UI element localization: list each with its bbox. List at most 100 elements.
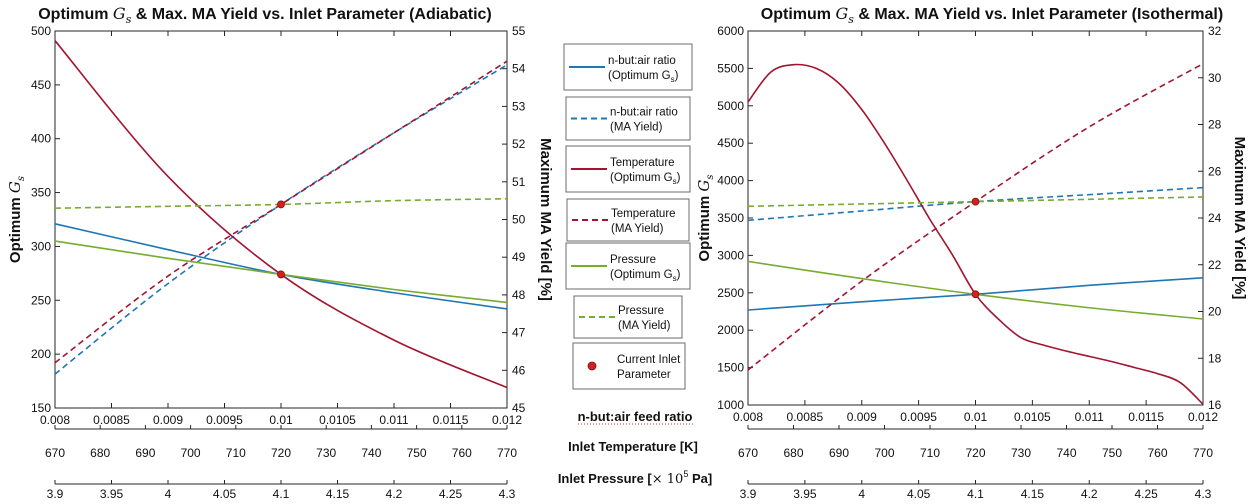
- legend: n-but:air ratio(Optimum Gs)n-but:air rat…: [563, 43, 693, 390]
- legend-text-line2: (MA Yield): [611, 223, 664, 235]
- y-left-tick-label: 250: [31, 293, 51, 307]
- pressure-tick-label: 4.15: [1021, 487, 1045, 501]
- y-left-tick-label: 5000: [717, 99, 744, 113]
- series-line: [54, 64, 508, 375]
- temperature-tick-label: 710: [226, 446, 246, 460]
- series-line: [54, 223, 508, 310]
- y-right-tick-label: 52: [512, 137, 526, 151]
- legend-text-part: ): [675, 70, 679, 82]
- y-right-tick-label: 45: [512, 401, 526, 415]
- y-left-label-part: s: [16, 176, 27, 181]
- legend-item: n-but:air ratio (MA Yield): [565, 96, 691, 141]
- y-right-tick-label: 48: [512, 288, 526, 302]
- title-part: Optimum: [761, 6, 836, 23]
- legend-text-line2: (Optimum Gs): [610, 172, 681, 186]
- current-inlet-point: [971, 197, 980, 206]
- y-left-tick-label: 6000: [717, 24, 744, 38]
- xlabel-temperature: Inlet Temperature [K]: [568, 439, 698, 454]
- x-tick-label: 0.0085: [787, 410, 824, 424]
- y-left-tick-label: 4000: [717, 174, 744, 188]
- y-right-tick-label: 18: [1208, 351, 1222, 365]
- y-right-tick-label: 28: [1208, 118, 1222, 132]
- y-left-tick-label: 4500: [717, 136, 744, 150]
- legend-text-line2: (MA Yield): [618, 320, 671, 332]
- x-tick-label: 0.012: [492, 413, 522, 427]
- x-tick-label: 0.0095: [900, 410, 937, 424]
- x-tick-label: 0.01: [964, 410, 988, 424]
- y-left-label-part: G: [6, 181, 24, 193]
- legend-text-part: (Optimum G: [610, 172, 673, 184]
- series-line: [747, 260, 1204, 320]
- legend-item: Pressure (Optimum Gs): [565, 242, 691, 290]
- y-left-tick-label: 300: [31, 239, 51, 253]
- x-tick-label: 0.0085: [93, 413, 130, 427]
- legend-text-line2: (Optimum Gs): [608, 70, 679, 84]
- temperature-tick-label: 770: [497, 446, 517, 460]
- pressure-tick-label: 3.9: [740, 487, 757, 501]
- pressure-tick-label: 4: [165, 487, 172, 501]
- pressure-tick-label: 4.25: [439, 487, 463, 501]
- temperature-tick-label: 690: [135, 446, 155, 460]
- plot-frame: [747, 30, 1204, 406]
- legend-text-sub: s: [673, 177, 677, 186]
- legend-text-part: ): [677, 269, 681, 281]
- y-right-label: Maximum MA Yield [%]: [1231, 137, 1248, 300]
- y-left-tick-label: 500: [31, 24, 51, 38]
- y-right-tick-label: 51: [512, 175, 526, 189]
- y-right-tick-label: 22: [1208, 258, 1222, 272]
- y-left-tick-label: 400: [31, 132, 51, 146]
- adiabatic-chart: Optimum Gs & Max. MA Yield vs. Inlet Par…: [6, 4, 554, 501]
- series-line: [54, 197, 508, 209]
- series-line: [54, 60, 508, 364]
- legend-item: Pressure (MA Yield): [573, 295, 683, 339]
- title-part: s: [126, 13, 132, 26]
- legend-text-line2: (Optimum Gs): [610, 269, 681, 283]
- temperature-tick-label: 730: [316, 446, 336, 460]
- x-tick-label: 0.009: [847, 410, 877, 424]
- temperature-tick-label: 770: [1193, 446, 1213, 460]
- pressure-tick-label: 4.1: [967, 487, 984, 501]
- x-tick-label: 0.0095: [206, 413, 243, 427]
- legend-text-line1: Pressure: [610, 254, 656, 266]
- temperature-tick-label: 690: [829, 446, 849, 460]
- x-tick-label: 0.0115: [433, 413, 469, 427]
- pressure-tick-label: 4.25: [1134, 487, 1158, 501]
- current-inlet-point: [277, 200, 285, 209]
- temperature-tick-label: 680: [783, 446, 803, 460]
- series-line: [747, 63, 1204, 371]
- shared-axis-labels: n-but:air feed ratio Inlet Temperature […: [558, 409, 712, 487]
- legend-text-line1: Temperature: [610, 157, 675, 169]
- temperature-tick-label: 740: [361, 446, 381, 460]
- temperature-tick-label: 700: [874, 446, 894, 460]
- series-line: [747, 186, 1204, 222]
- pressure-tick-label: 4.05: [213, 487, 237, 501]
- y-right-tick-label: 47: [512, 326, 526, 340]
- y-left-label-part: G: [695, 180, 713, 192]
- y-left-tick-label: 450: [31, 78, 51, 92]
- pressure-tick-label: 3.95: [793, 487, 817, 501]
- temperature-tick-label: 750: [1102, 446, 1122, 460]
- x-tick-label: 0.0105: [1014, 410, 1051, 424]
- title-part: & Max. MA Yield vs. Inlet Parameter (Iso…: [854, 6, 1223, 23]
- y-left-tick-label: 3500: [717, 211, 744, 225]
- y-right-tick-label: 55: [512, 24, 526, 38]
- temperature-tick-label: 670: [738, 446, 758, 460]
- x-tick-label: 0.012: [1188, 410, 1218, 424]
- title-part: Optimum: [38, 6, 113, 23]
- temperature-tick-label: 740: [1056, 446, 1076, 460]
- y-right-tick-label: 53: [512, 99, 526, 113]
- x-tick-label: 0.01: [269, 413, 293, 427]
- y-right-tick-label: 24: [1208, 211, 1222, 225]
- y-left-label: Optimum Gs: [6, 176, 27, 263]
- title-part: G: [835, 4, 848, 23]
- legend-text-line1: Current Inlet: [617, 354, 681, 366]
- y-left-label-part: s: [705, 174, 716, 179]
- y-left-tick-label: 3000: [717, 248, 744, 262]
- legend-text-line1: Pressure: [618, 305, 664, 317]
- x-tick-label: 0.011: [1075, 410, 1104, 424]
- temperature-tick-label: 700: [181, 446, 201, 460]
- temperature-tick-label: 760: [452, 446, 472, 460]
- y-right-label: Maximum MA Yield [%]: [537, 138, 554, 301]
- pressure-tick-label: 4.3: [1195, 487, 1212, 501]
